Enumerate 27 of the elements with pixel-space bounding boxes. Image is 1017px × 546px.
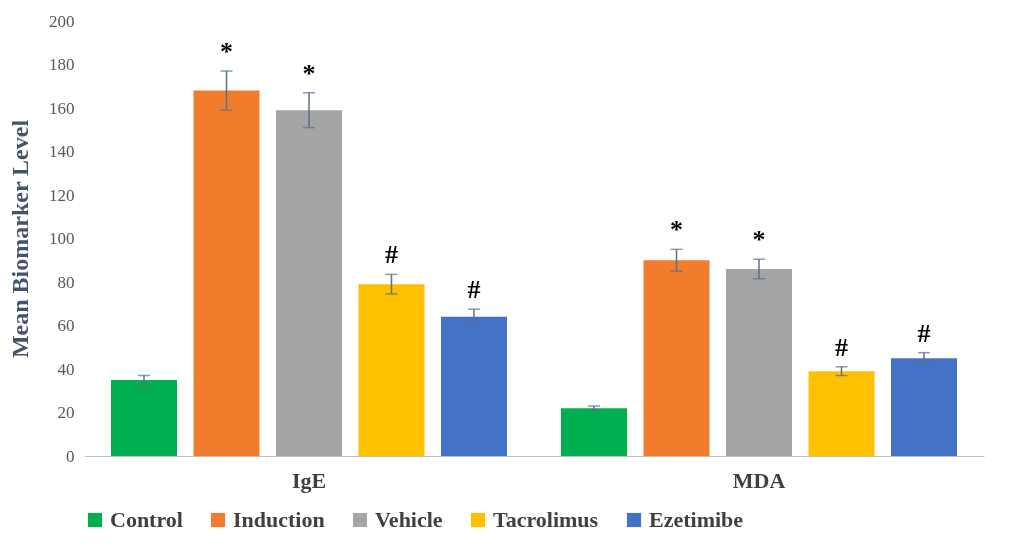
y-tick-label: 160 (49, 98, 75, 118)
x-tick-label: MDA (732, 467, 786, 493)
data-label: # (467, 275, 481, 305)
legend-label: Control (110, 507, 183, 532)
data-label: * (752, 225, 766, 255)
y-tick-label: 140 (49, 142, 75, 161)
legend-label: Induction (233, 507, 325, 532)
y-tick-label: 40 (57, 359, 75, 379)
data-label: * (670, 215, 683, 245)
x-tick-label: IgE (291, 467, 327, 493)
data-label: # (835, 332, 848, 362)
data-label: # (385, 240, 398, 270)
y-axis-title: Mean Biomarker Level (7, 119, 33, 359)
y-tick-label: 80 (57, 272, 75, 292)
y-tick-label: 180 (49, 55, 75, 74)
legend-label: Ezetimibe (649, 507, 744, 532)
legend-label: Vehicle (375, 507, 443, 532)
y-tick-label: 120 (49, 185, 75, 205)
data-label: # (917, 318, 931, 348)
y-tick-label: 60 (57, 316, 75, 335)
y-tick-label: 100 (49, 229, 75, 248)
data-label: * (302, 58, 316, 88)
y-tick-label: 20 (57, 403, 75, 422)
y-tick-label: 200 (49, 11, 75, 31)
y-tick-label: 0 (66, 446, 75, 466)
legend-label: Tacrolimus (493, 507, 599, 532)
data-label: * (220, 37, 233, 67)
